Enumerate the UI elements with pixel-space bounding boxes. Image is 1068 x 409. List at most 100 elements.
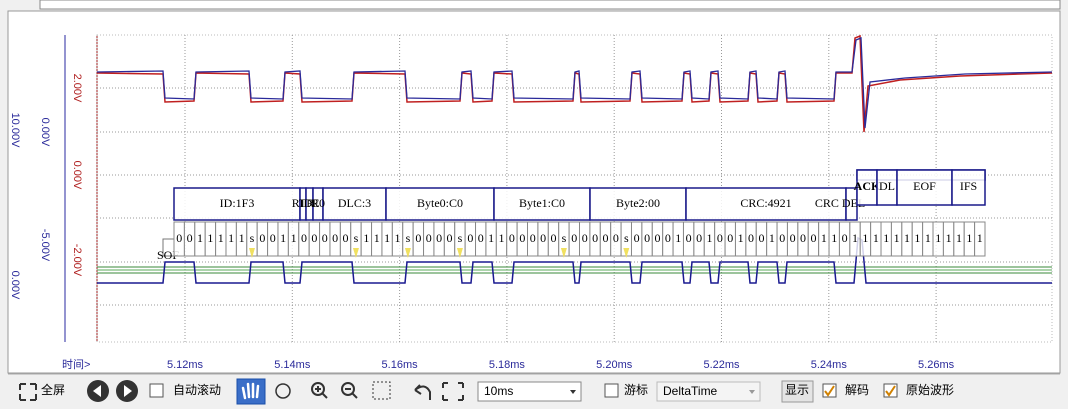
bit: 1 [904, 231, 910, 245]
decode-tail-field: ACK [854, 179, 881, 193]
display-label: 显示 [785, 383, 809, 397]
decode-field: CRC DEL [815, 196, 865, 210]
bit: 1 [738, 231, 744, 245]
decode-tail-box [951, 169, 986, 206]
decode-field: ID:1F3 [220, 196, 255, 210]
bit: 0 [758, 231, 764, 245]
bit: 1 [883, 231, 889, 245]
dropdown-arrow [570, 390, 576, 394]
bit: 1 [966, 231, 972, 245]
zoom-in[interactable] [311, 382, 325, 396]
bit: 0 [727, 231, 733, 245]
blue-axis-label: 10.00V [9, 113, 21, 149]
check-mark [885, 385, 896, 397]
bit: 1 [852, 231, 858, 245]
bit: 1 [769, 231, 775, 245]
display-button[interactable] [781, 380, 814, 403]
bit: 0 [332, 231, 338, 245]
stuff-marker [352, 248, 359, 258]
decode-field: Byte0:C0 [417, 196, 463, 210]
x-tick-label: 5.16ms [382, 359, 419, 371]
bit: 1 [207, 231, 213, 245]
bit: 1 [228, 231, 234, 245]
bit: 0 [748, 231, 754, 245]
checkbox[interactable] [883, 383, 898, 398]
bit: 1 [873, 231, 879, 245]
decode-field: RTR [292, 196, 315, 210]
blue-axis-label: 0.00V [39, 118, 51, 147]
stuff-marker [623, 248, 630, 258]
bit: 0 [800, 231, 806, 245]
pan-icon [241, 382, 260, 400]
bit: 1 [675, 231, 681, 245]
blue-axis-label: -5.00V [39, 229, 51, 262]
decode-field: Byte1:C0 [519, 196, 565, 210]
x-tick-label: 5.20ms [596, 359, 633, 371]
bit: 0 [665, 231, 671, 245]
bit: 0 [322, 231, 328, 245]
bit: 1 [488, 231, 494, 245]
undo[interactable] [414, 384, 431, 400]
fit[interactable] [442, 382, 464, 401]
red-axis-label: -2.00V [71, 244, 83, 277]
bit: 0 [415, 231, 421, 245]
decode-field: IDE [300, 196, 320, 210]
bit: 1 [363, 231, 369, 245]
checkbox[interactable] [822, 383, 837, 398]
bit: 1 [395, 231, 401, 245]
x-tick-label: 5.12ms [167, 359, 204, 371]
stuff-marker [456, 248, 463, 258]
checkbox[interactable] [149, 383, 164, 398]
stuff-marker [248, 248, 255, 258]
next-arrow [124, 385, 132, 397]
raw-wave-label: 原始波形 [906, 383, 954, 397]
bit: 1 [956, 231, 962, 245]
bit: 0 [509, 231, 515, 245]
zoom-out[interactable] [341, 382, 355, 396]
move-tool[interactable] [275, 383, 291, 399]
waveforms [96, 34, 1053, 284]
decode-field: CRC:4921 [740, 196, 791, 210]
bit: 0 [478, 231, 484, 245]
bit-cell [974, 221, 986, 257]
bit: 0 [592, 231, 598, 245]
bit: 0 [551, 231, 557, 245]
dropdown-arrow [749, 390, 755, 394]
bit: 1 [862, 231, 868, 245]
blue-axis-label: 0.00V [9, 271, 21, 300]
bit: 0 [654, 231, 660, 245]
pan-tool[interactable] [236, 378, 266, 405]
bit: 0 [540, 231, 546, 245]
x-tick-label: 5.22ms [703, 359, 740, 371]
bit: s [562, 231, 567, 245]
bit: 1 [946, 231, 952, 245]
bit: 0 [301, 231, 307, 245]
fullscreen-icon[interactable] [19, 383, 37, 401]
bit: 0 [343, 231, 349, 245]
zoom-out-sign [345, 388, 358, 399]
bit: 1 [821, 231, 827, 245]
bit: 1 [384, 231, 390, 245]
decode-label: 解码 [845, 383, 869, 397]
bit: 0 [187, 231, 193, 245]
timebase-select[interactable] [477, 381, 582, 402]
zoom-box[interactable] [372, 381, 391, 400]
top-strip [39, 0, 1061, 10]
cursor-select[interactable] [656, 381, 761, 402]
x-tick-label: 5.24ms [811, 359, 848, 371]
decode-tail-field: EOF [913, 179, 936, 193]
bit: s [458, 231, 463, 245]
bit: 1 [935, 231, 941, 245]
bit: 0 [571, 231, 577, 245]
bit: 0 [447, 231, 453, 245]
bit: 1 [914, 231, 920, 245]
toolbar: 全屏 自动滚动 10ms 游标 DeltaTime 显示 解码 原始波形 [19, 378, 954, 405]
checkbox[interactable] [604, 383, 619, 398]
time-axis-label: 时间> [62, 358, 90, 371]
red-axis-label: 2.00V [71, 74, 83, 103]
fullscreen-label: 全屏 [41, 382, 65, 397]
bit: 0 [176, 231, 182, 245]
bit: 1 [218, 231, 224, 245]
decode-field: R0 [311, 196, 325, 210]
